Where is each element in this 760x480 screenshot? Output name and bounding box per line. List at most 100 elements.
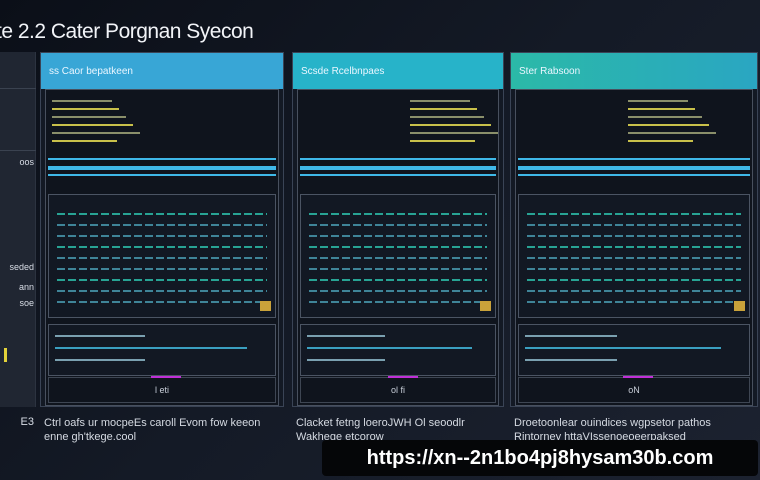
summary-line [410,108,477,110]
summary-line [628,132,716,134]
log-line [525,347,721,349]
progress-bar [518,158,750,160]
progress-bar [300,166,496,170]
progress-bar [48,166,276,170]
sidebar-item[interactable]: soe [19,298,34,308]
footer-label: l eti [154,385,169,395]
table-row[interactable] [527,224,741,226]
summary-line [52,116,126,118]
table-row[interactable] [527,213,741,215]
log-line [307,359,385,361]
bar-section [48,154,276,180]
table-row[interactable] [57,257,267,259]
table-row[interactable] [527,279,741,281]
progress-bar [300,174,496,176]
panel-3: Ster Rabsoon oN [510,52,758,407]
watermark-url: https://xn--2n1bo4pj8hysam30b.com [322,440,758,476]
magenta-indicator [622,376,653,378]
table-row[interactable] [527,290,741,292]
summary-line [410,140,475,142]
table-row[interactable] [57,246,267,248]
table-row[interactable] [57,301,267,303]
table-row[interactable] [527,301,741,303]
summary-line [628,100,688,102]
panel-header[interactable]: ss Caor bepatkeen [41,53,283,89]
table-row[interactable] [57,268,267,270]
table-row[interactable] [309,224,487,226]
table-row[interactable] [57,235,267,237]
data-table [518,194,750,318]
bar-section [518,154,750,180]
sidebar-item[interactable] [0,88,36,150]
summary-line [628,140,693,142]
folder-icon[interactable] [734,301,745,311]
table-row[interactable] [527,257,741,259]
summary-line [52,132,140,134]
table-row[interactable] [309,290,487,292]
table-row[interactable] [527,246,741,248]
progress-bar [300,158,496,160]
table-row[interactable] [309,257,487,259]
summary-section [518,90,750,152]
log-line [55,335,146,337]
table-row[interactable] [309,301,487,303]
progress-bar [48,174,276,176]
summary-line [52,140,117,142]
summary-line [628,116,702,118]
magenta-indicator [150,376,181,378]
table-row[interactable] [309,279,487,281]
panel-header[interactable]: Ster Rabsoon [511,53,757,89]
summary-line [410,132,498,134]
panel-body: l eti [45,89,279,406]
log-section [518,324,750,376]
summary-line [410,116,484,118]
table-row[interactable] [309,213,487,215]
table-row[interactable] [57,290,267,292]
table-row[interactable] [309,246,487,248]
page-title: te 2.2 Cater Porgnan Syecon [0,20,254,43]
sidebar-item[interactable]: ann [18,282,34,292]
magenta-indicator [388,376,419,378]
table-row[interactable] [57,213,267,215]
log-section [48,324,276,376]
folder-icon[interactable] [480,301,491,311]
summary-line [52,100,112,102]
sidebar: oos seded ann soe [0,52,36,407]
panel-2: Scsde Rcelbnpaes ol fi [292,52,504,407]
progress-bar [518,174,750,176]
data-table [48,194,276,318]
panel-footer[interactable]: ol fi [300,376,496,403]
summary-line [628,124,709,126]
summary-line [410,124,491,126]
log-line [525,359,617,361]
bar-section [300,154,496,180]
log-line [55,359,146,361]
panel-header[interactable]: Scsde Rcelbnpaes [293,53,503,89]
summary-line [628,108,695,110]
table-row[interactable] [309,268,487,270]
folder-icon[interactable] [260,301,271,311]
summary-line [410,100,470,102]
table-row[interactable] [57,224,267,226]
footer-label: oN [628,385,640,395]
panel-body: ol fi [297,89,499,406]
data-table [300,194,496,318]
table-row[interactable] [309,235,487,237]
summary-line [52,124,133,126]
summary-line [52,108,119,110]
progress-bar [48,158,276,160]
table-row[interactable] [57,279,267,281]
log-section [300,324,496,376]
panel-footer[interactable]: l eti [48,376,276,403]
indicator-marker [4,348,7,362]
sidebar-item[interactable]: seded [9,262,34,272]
panel-footer[interactable]: oN [518,376,750,403]
summary-section [48,90,276,152]
panel-1: ss Caor bepatkeen l eti [40,52,284,407]
log-line [307,347,472,349]
table-row[interactable] [527,268,741,270]
sidebar-item[interactable]: oos [0,150,36,210]
table-row[interactable] [527,235,741,237]
log-line [307,335,385,337]
log-line [55,347,248,349]
